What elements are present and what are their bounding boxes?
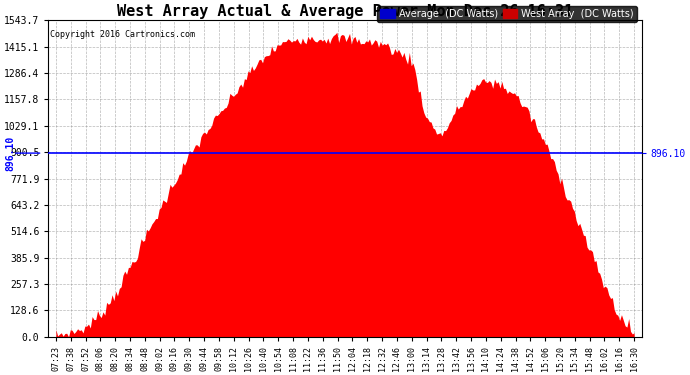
Legend: Average  (DC Watts), West Array  (DC Watts): Average (DC Watts), West Array (DC Watts… (377, 6, 637, 22)
Text: 896.10: 896.10 (5, 135, 15, 171)
Title: West Array Actual & Average Power Mon Dec 26 16:31: West Array Actual & Average Power Mon De… (117, 4, 573, 19)
Text: Copyright 2016 Cartronics.com: Copyright 2016 Cartronics.com (50, 30, 195, 39)
